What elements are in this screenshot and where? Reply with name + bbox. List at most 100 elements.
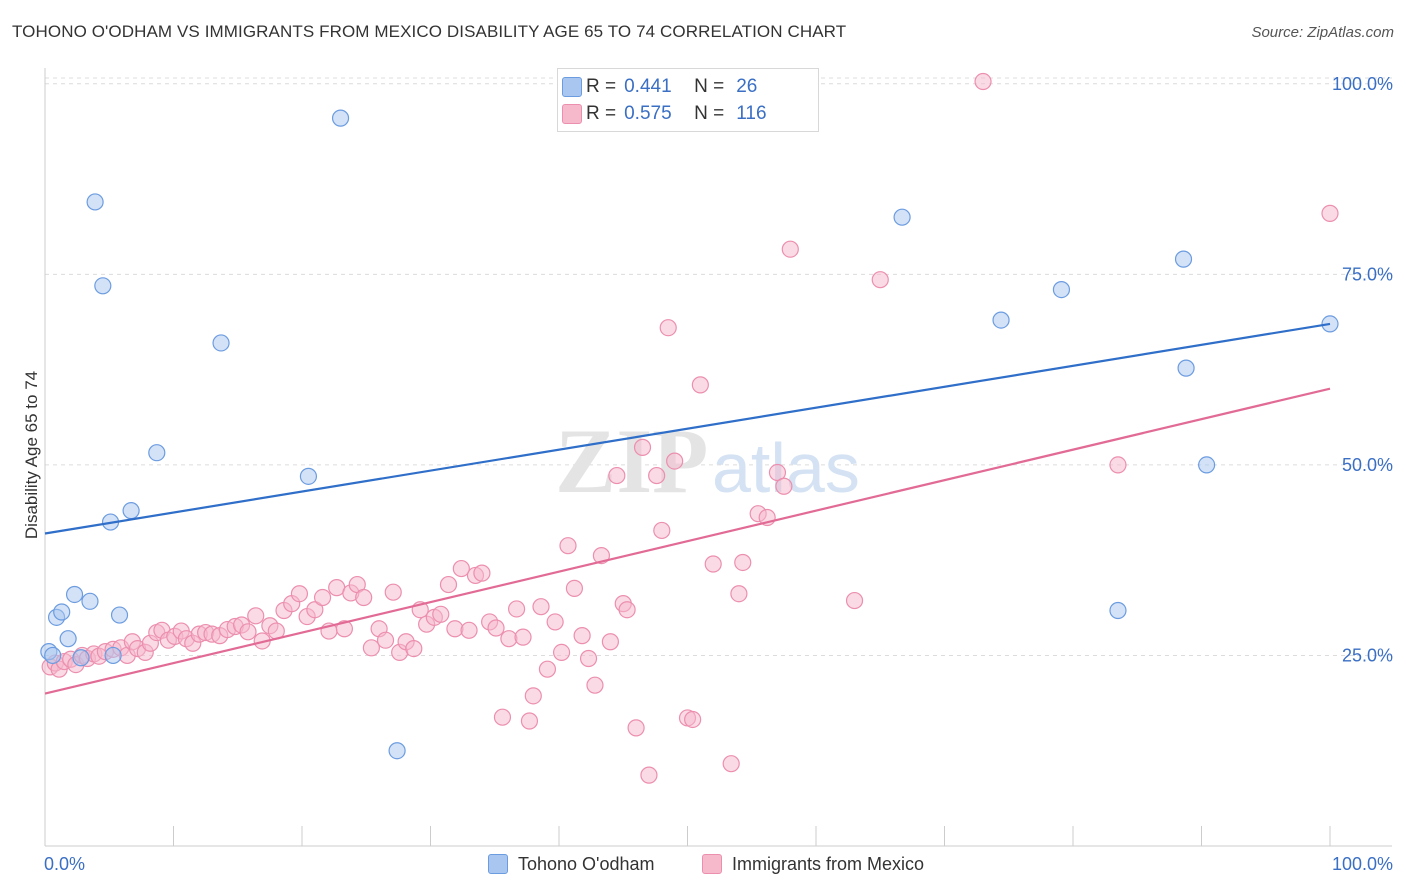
legend-n-value: 116 (736, 103, 767, 124)
series-tohono-points (40, 109, 1339, 760)
tohono-point (212, 334, 230, 352)
tohono-point (81, 592, 99, 610)
immigrants-point (781, 240, 799, 258)
immigrants-point (247, 607, 265, 625)
immigrants-point (460, 621, 478, 639)
tohono-point (893, 208, 911, 226)
legend-item-tohono[interactable]: Tohono O'odham (488, 852, 655, 876)
axes (44, 68, 1392, 847)
immigrants-point (586, 676, 604, 694)
watermark-zip: ZIP (555, 410, 708, 512)
immigrants-point (845, 591, 864, 610)
immigrants-point (618, 601, 636, 619)
legend-n-label: N = (694, 76, 725, 97)
y-tick-label: 25.0% (1342, 645, 1393, 665)
immigrants-point (684, 710, 702, 729)
legend-swatch-tohono (488, 854, 508, 874)
immigrants-point (507, 600, 526, 618)
immigrants-point (734, 553, 752, 572)
tohono-point (110, 606, 129, 624)
immigrants-point (514, 628, 532, 646)
immigrants-point (871, 271, 889, 289)
legend-r-value: 0.575 (624, 103, 672, 124)
immigrants-point (446, 620, 464, 638)
immigrants-point (648, 466, 666, 485)
immigrants-point (768, 463, 787, 482)
immigrants-point (239, 623, 257, 641)
immigrants-point (439, 575, 458, 594)
immigrants-point (974, 72, 992, 91)
tohono-point (388, 742, 406, 760)
immigrants-point (565, 579, 584, 597)
y-tick-label: 75.0% (1342, 264, 1393, 284)
immigrants-point (546, 613, 564, 631)
legend-swatch-immigrants (702, 854, 722, 874)
immigrants-point (335, 620, 354, 638)
immigrants-point (405, 639, 423, 658)
legend-swatch-tohono (562, 77, 582, 97)
y-tick-label: 100.0% (1332, 74, 1393, 94)
immigrants-point (704, 555, 722, 573)
tohono-point (122, 502, 140, 520)
tohono-point (331, 109, 350, 127)
immigrants-point (355, 588, 373, 607)
immigrants-point (362, 639, 380, 657)
immigrants-point (376, 631, 395, 649)
immigrants-point (633, 438, 652, 456)
series-immigrants-points (41, 72, 1339, 784)
tohono-point (72, 649, 90, 667)
immigrants-point (608, 466, 626, 485)
tohono-point (65, 585, 84, 604)
tohono-point (299, 467, 318, 485)
legend-r-label: R = (586, 76, 617, 97)
chart-title: TOHONO O'ODHAM VS IMMIGRANTS FROM MEXICO… (12, 22, 847, 41)
immigrants-point (290, 585, 309, 603)
immigrants-point (384, 583, 402, 601)
immigrants-point (659, 319, 677, 337)
immigrants-point (500, 630, 518, 648)
immigrants-point (487, 619, 505, 637)
legend-n-value: 26 (736, 76, 758, 97)
immigrants-point (432, 605, 450, 623)
immigrants-point (1109, 456, 1127, 474)
tohono-point (94, 277, 112, 295)
immigrants-point (313, 588, 332, 607)
immigrants-point (493, 708, 512, 726)
immigrants-point (601, 633, 620, 651)
immigrants-point (722, 755, 740, 773)
x-tick-label: 0.0% (44, 854, 85, 874)
immigrants-point (520, 712, 539, 730)
legend-item-immigrants[interactable]: Immigrants from Mexico (702, 852, 924, 876)
legend-label-tohono: Tohono O'odham (518, 853, 655, 874)
legend-row-immigrants: R = 0.575 N = 116 (562, 102, 767, 126)
immigrants-point (627, 719, 645, 737)
immigrants-point (452, 559, 470, 578)
immigrants-point (306, 601, 324, 619)
tohono-point (104, 646, 122, 665)
tohono-point (148, 444, 166, 462)
immigrants-point (640, 766, 658, 784)
immigrants-point (532, 598, 550, 616)
stats-legend: R = 0.441 N = 26 R = 0.575 N = 116 (557, 68, 819, 132)
x-tick-label: 100.0% (1332, 854, 1393, 874)
watermark-atlas: atlas (712, 429, 860, 507)
legend-label-immigrants: Immigrants from Mexico (732, 853, 925, 874)
trend-line-tohono (44, 322, 1331, 535)
immigrants-point (552, 643, 571, 662)
tohono-point (1177, 359, 1195, 377)
legend-n-label: N = (694, 103, 725, 124)
trend-lines (44, 322, 1331, 695)
legend-row-tohono: R = 0.441 N = 26 (562, 75, 758, 99)
tohono-point (1052, 281, 1071, 299)
source-label: Source: ZipAtlas.com (1251, 24, 1394, 41)
tohono-point (1174, 250, 1193, 268)
tohono-point (44, 646, 62, 665)
immigrants-point (524, 687, 542, 705)
y-tick-label: 50.0% (1342, 455, 1393, 475)
immigrants-point (653, 521, 671, 540)
immigrants-point (666, 452, 684, 470)
immigrants-point (775, 477, 793, 495)
immigrants-point (538, 660, 557, 678)
tohono-point (59, 630, 77, 648)
